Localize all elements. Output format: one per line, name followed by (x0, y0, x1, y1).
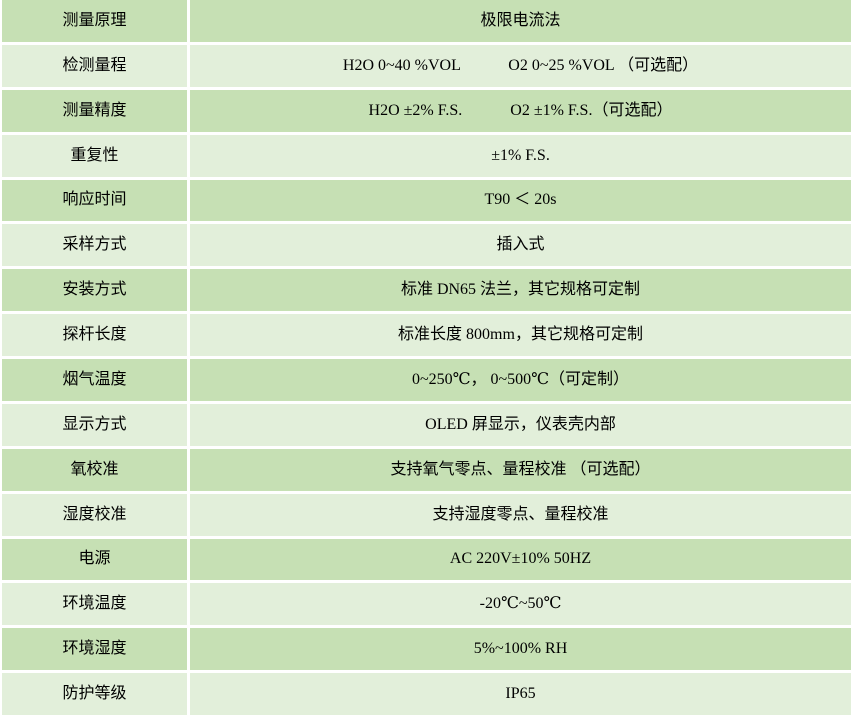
spec-label: 湿度校准 (2, 493, 187, 536)
spec-label: 响应时间 (2, 179, 187, 222)
spec-label: 安装方式 (2, 269, 187, 312)
table-row: 采样方式 插入式 (2, 224, 851, 267)
spec-value: 支持湿度零点、量程校准 (190, 493, 851, 536)
spec-value: 标准 DN65 法兰，其它规格可定制 (190, 269, 851, 312)
spec-value: AC 220V±10% 50HZ (190, 538, 851, 581)
table-row: 检测量程 H2O 0~40 %VOL O2 0~25 %VOL （可选配） (2, 44, 851, 87)
spec-label: 重复性 (2, 134, 187, 177)
spec-label: 环境温度 (2, 583, 187, 626)
spec-label: 测量原理 (2, 0, 187, 42)
table-row: 安装方式 标准 DN65 法兰，其它规格可定制 (2, 269, 851, 312)
spec-value: T90 ＜ 20s (190, 179, 851, 222)
spec-value: 0~250℃， 0~500℃（可定制） (190, 359, 851, 401)
spec-label: 显示方式 (2, 403, 187, 446)
spec-value: 支持氧气零点、量程校准 （可选配） (190, 448, 851, 491)
table-row: 探杆长度 标准长度 800mm，其它规格可定制 (2, 314, 851, 356)
table-row: 烟气温度 0~250℃， 0~500℃（可定制） (2, 359, 851, 401)
table-row: 显示方式 OLED 屏显示，仪表壳内部 (2, 403, 851, 446)
spec-value: 极限电流法 (190, 0, 851, 42)
spec-label: 氧校准 (2, 448, 187, 491)
table-row: 测量精度 H2O ±2% F.S. O2 ±1% F.S.（可选配） (2, 89, 851, 132)
spec-label: 电源 (2, 538, 187, 581)
table-row: 电源 AC 220V±10% 50HZ (2, 538, 851, 581)
table-row: 环境温度 -20℃~50℃ (2, 583, 851, 626)
spec-value: ±1% F.S. (190, 134, 851, 177)
spec-label: 环境湿度 (2, 628, 187, 671)
table-row: 防护等级 IP65 (2, 673, 851, 715)
spec-label: 烟气温度 (2, 359, 187, 401)
table-row: 氧校准 支持氧气零点、量程校准 （可选配） (2, 448, 851, 491)
spec-value: 插入式 (190, 224, 851, 267)
spec-label: 防护等级 (2, 673, 187, 715)
spec-label: 采样方式 (2, 224, 187, 267)
spec-value: 5%~100% RH (190, 628, 851, 671)
table-row: 重复性 ±1% F.S. (2, 134, 851, 177)
spec-value: H2O 0~40 %VOL O2 0~25 %VOL （可选配） (190, 44, 851, 87)
spec-value: 标准长度 800mm，其它规格可定制 (190, 314, 851, 356)
table-row: 响应时间 T90 ＜ 20s (2, 179, 851, 222)
spec-label: 检测量程 (2, 44, 187, 87)
spec-value: OLED 屏显示，仪表壳内部 (190, 403, 851, 446)
spec-value: H2O ±2% F.S. O2 ±1% F.S.（可选配） (190, 89, 851, 132)
table-row: 湿度校准 支持湿度零点、量程校准 (2, 493, 851, 536)
table-row: 环境湿度 5%~100% RH (2, 628, 851, 671)
spec-label: 探杆长度 (2, 314, 187, 356)
spec-value: IP65 (190, 673, 851, 715)
spec-value: -20℃~50℃ (190, 583, 851, 626)
spec-label: 测量精度 (2, 89, 187, 132)
table-row: 测量原理 极限电流法 (2, 0, 851, 42)
